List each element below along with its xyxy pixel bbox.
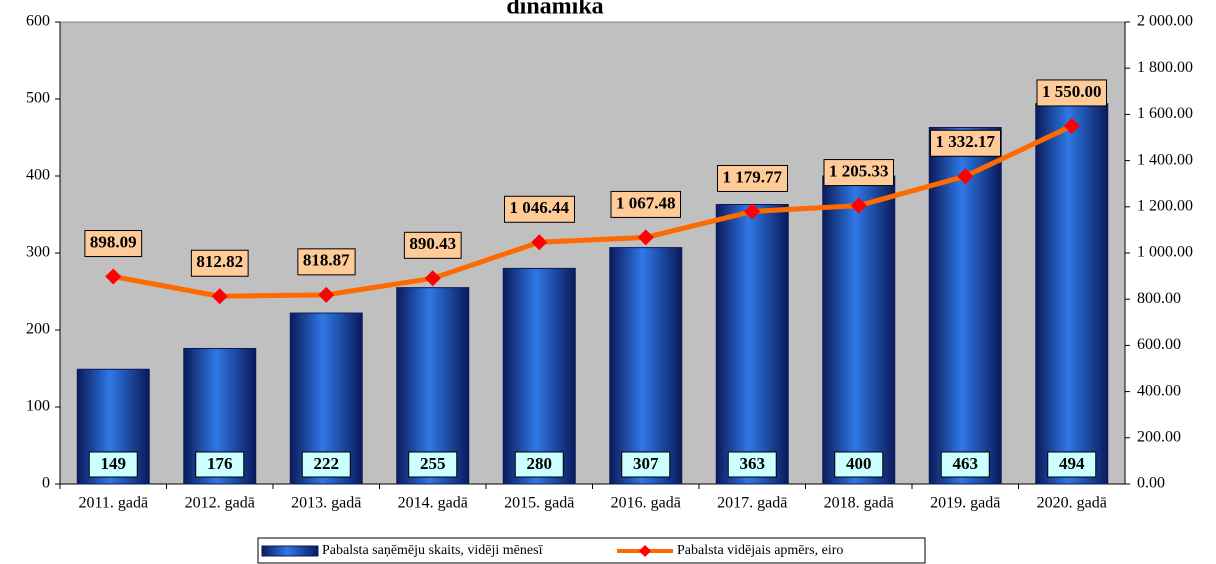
line-marker [957,168,974,185]
y2-tick-label: 400.00 [1137,382,1181,399]
line-label-box [930,129,1001,157]
line-label-box [84,230,143,258]
line-marker [318,286,335,303]
y2-tick-label: 1 200.00 [1137,197,1193,214]
line-label: 1 046.44 [510,198,570,217]
bar-label-box [514,451,564,478]
line-label: 890.43 [409,234,456,253]
line [112,123,1073,299]
x-tick-label: 2016. gadā [611,495,681,512]
legend-marker [639,545,651,557]
bar [822,175,896,485]
line-marker [531,234,548,251]
line-label: 1 067.48 [616,193,676,212]
y2-tick-label: 0.00 [1137,475,1165,492]
line-marker [1063,117,1080,134]
legend-label: Pabalsta saņēmēju skaits, vidēji mēnesī [322,543,544,558]
y2-tick-label: 200.00 [1137,428,1181,445]
bar-label: 463 [953,454,979,473]
chart-title: dinamika [506,0,603,20]
line-label-box [403,231,462,259]
y2-tick-label: 1 000.00 [1137,244,1193,261]
bar [1035,103,1109,485]
line-label: 818.87 [303,251,350,270]
y2-tick-label: 1 600.00 [1137,105,1193,122]
x-tick-label: 2020. gadā [1037,495,1107,512]
bar [609,247,683,485]
bar-label: 176 [207,454,233,473]
line-marker [211,288,228,305]
line-label-box [610,190,681,218]
bar-label-box [408,451,458,478]
x-tick-label: 2012. gadā [185,495,255,512]
y-tick-label: 500 [26,90,50,107]
line-label-box [504,195,575,223]
x-tick-label: 2015. gadā [504,495,574,512]
y-tick-label: 100 [26,398,50,415]
line-label: 1 179.77 [723,167,783,186]
x-tick-label: 2018. gadā [824,495,894,512]
bar-label: 363 [740,454,766,473]
bar-label-box [195,451,245,478]
bar-label-box [301,451,351,478]
bar-label-box [1047,451,1097,478]
bar-label: 222 [314,454,340,473]
bar [502,267,576,485]
bar-label: 400 [846,454,872,473]
bar [396,287,470,485]
line-marker [105,268,122,285]
y-tick-label: 0 [42,475,50,492]
bar-label: 255 [420,454,446,473]
y2-tick-label: 2 000.00 [1137,13,1193,30]
line-label-box [823,159,894,187]
x-tick-label: 2011. gadā [78,495,148,512]
bar [715,203,789,485]
y2-tick-label: 800.00 [1137,290,1181,307]
bar-label: 149 [101,454,127,473]
x-tick-label: 2019. gadā [930,495,1000,512]
legend-swatch [261,545,319,557]
bar [928,126,1002,485]
line-label-box [1036,79,1107,107]
y2-tick-label: 1 800.00 [1137,59,1193,76]
bar-label-box [834,451,884,478]
line-label-box [190,249,249,277]
line-marker [637,229,654,246]
legend-label: Pabalsta vidējais apmērs, eiro [677,543,843,558]
bar-label-box [727,451,777,478]
y2-tick-label: 600.00 [1137,336,1181,353]
x-tick-label: 2013. gadā [291,495,361,512]
line-label: 1 332.17 [936,132,996,151]
line-label-box [297,248,356,276]
bar-label: 494 [1059,454,1085,473]
bar-label: 280 [527,454,553,473]
x-tick-label: 2017. gadā [717,495,787,512]
y-tick-label: 300 [26,244,50,261]
line-label: 1 550.00 [1042,82,1102,101]
legend-box [257,537,926,564]
line-marker [744,203,761,220]
bar-label-box [940,451,990,478]
bar-label: 307 [633,454,659,473]
line-label-box [717,164,788,192]
line-marker [424,270,441,287]
bar-label-box [621,451,671,478]
line-label: 812.82 [196,252,243,271]
line-label: 898.09 [90,232,137,251]
line-marker [850,197,867,214]
y-tick-label: 600 [26,13,50,30]
x-tick-label: 2014. gadā [398,495,468,512]
bar-label-box [88,451,138,478]
y2-tick-label: 1 400.00 [1137,151,1193,168]
y-tick-label: 400 [26,167,50,184]
line-label: 1 205.33 [829,161,889,180]
y-tick-label: 200 [26,321,50,338]
